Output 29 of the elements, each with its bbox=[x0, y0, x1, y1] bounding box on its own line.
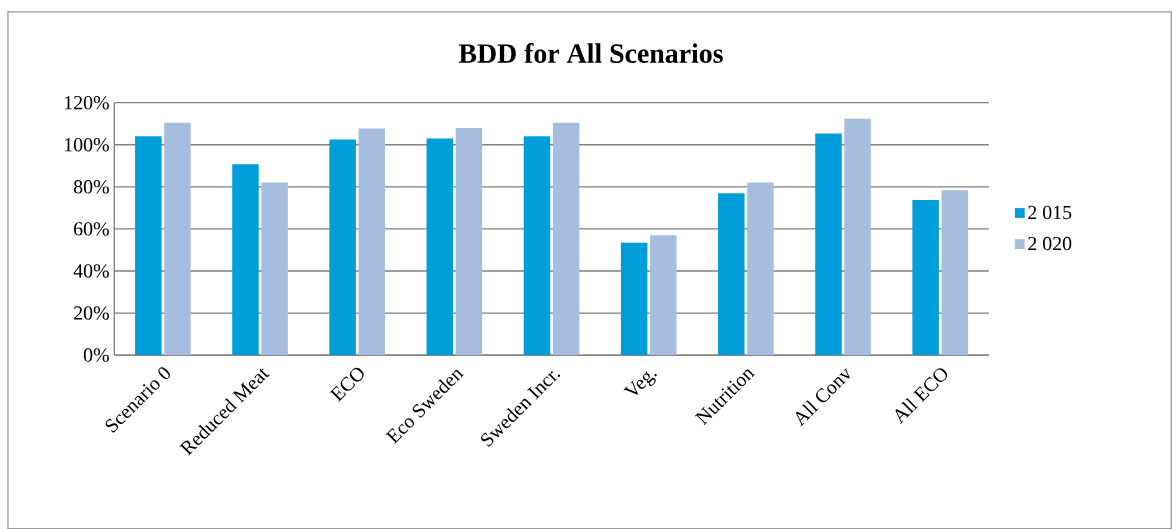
bar bbox=[261, 182, 288, 355]
bar bbox=[620, 242, 648, 355]
bar bbox=[912, 199, 939, 355]
y-tick-label: 60% bbox=[74, 221, 109, 236]
bar bbox=[358, 128, 386, 355]
bar bbox=[552, 122, 580, 355]
bar bbox=[164, 122, 191, 355]
x-tick-label: Veg. bbox=[623, 371, 657, 395]
y-tick-label: 80% bbox=[73, 179, 109, 194]
bar bbox=[815, 133, 842, 355]
bar bbox=[941, 190, 969, 355]
bar bbox=[844, 118, 871, 355]
legend-label: 2 020 bbox=[1028, 236, 1072, 251]
y-tick-label: 40% bbox=[73, 264, 109, 278]
bar bbox=[232, 164, 259, 355]
y-tick-label: 100% bbox=[64, 137, 109, 152]
bar bbox=[650, 235, 677, 355]
y-tick-label: 0% bbox=[83, 348, 109, 362]
bar bbox=[718, 192, 745, 355]
bar bbox=[426, 138, 454, 355]
bar bbox=[523, 136, 551, 355]
chart-title: BDD for All Scenarios bbox=[458, 42, 723, 63]
bar bbox=[329, 139, 356, 355]
y-tick-label: 20% bbox=[74, 306, 109, 320]
bar bbox=[455, 127, 483, 355]
bar bbox=[135, 136, 162, 355]
bar bbox=[747, 182, 774, 355]
y-tick-label: 120% bbox=[64, 95, 109, 110]
legend-label: 2 015 bbox=[1028, 205, 1072, 219]
